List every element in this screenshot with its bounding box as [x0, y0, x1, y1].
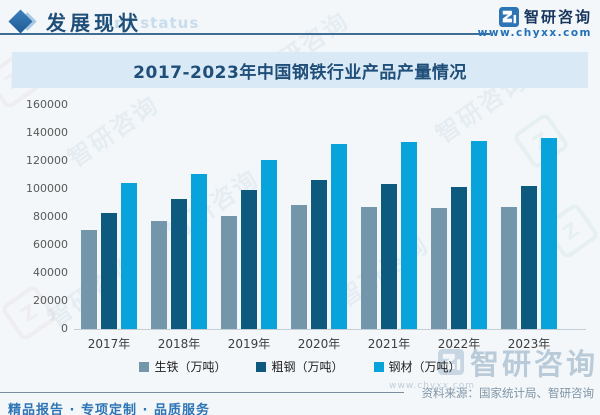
chart-legend: 生铁（万吨） 粗钢（万吨） 钢材（万吨） — [0, 358, 600, 375]
bar — [101, 212, 117, 329]
x-axis-tick-label: 2020年 — [297, 337, 341, 351]
bar — [291, 204, 307, 329]
y-axis-tick-label: 0 — [61, 322, 68, 335]
corner-watermark-text: 智研咨询 — [469, 347, 598, 381]
legend-marker-icon — [256, 361, 267, 372]
legend-item: 粗钢（万吨） — [256, 358, 344, 375]
bar — [541, 138, 557, 329]
bar-group — [81, 105, 137, 329]
bar — [261, 160, 277, 329]
bar-group — [431, 105, 487, 329]
chart-title-band: 2017-2023年中国钢铁行业产品产量情况 — [12, 52, 588, 88]
y-axis-tick-label: 80000 — [33, 210, 68, 223]
x-axis-tick-label: 2017年 — [87, 337, 131, 351]
bar — [361, 207, 377, 329]
header: 发展现状 — [8, 7, 142, 36]
bar — [331, 143, 347, 329]
legend-marker-icon — [139, 361, 150, 372]
y-axis-tick-label: 120000 — [26, 154, 68, 167]
bar-group — [361, 105, 417, 329]
bar — [121, 182, 137, 329]
legend-item: 生铁（万吨） — [139, 358, 226, 375]
brand-name: 智研咨询 — [523, 8, 592, 26]
bar — [81, 229, 97, 329]
bar — [501, 207, 517, 329]
legend-label: 粗钢（万吨） — [271, 360, 344, 374]
bar — [401, 141, 417, 329]
bar — [171, 199, 187, 329]
bar-group — [501, 105, 557, 329]
bar — [221, 215, 237, 329]
bar — [191, 174, 207, 329]
data-source-text: 资料来源：国家统计局、智研咨询 — [421, 386, 595, 400]
bar — [151, 221, 167, 329]
bar-series-container — [74, 105, 564, 329]
brand-logo-icon — [437, 349, 464, 375]
plot-area — [74, 105, 586, 330]
header-divider — [0, 33, 490, 35]
bar — [471, 141, 487, 329]
bar-group — [151, 105, 207, 329]
x-axis-tick-label: 2021年 — [367, 337, 411, 351]
legend-label: 生铁（万吨） — [154, 360, 227, 374]
y-axis-tick-label: 100000 — [26, 182, 68, 195]
x-axis-tick-label: 2019年 — [227, 337, 271, 351]
bar-group — [291, 105, 347, 329]
bar-group — [221, 105, 277, 329]
brand-logo: 智研咨询 — [498, 6, 592, 27]
chart-title: 2017-2023年中国钢铁行业产品产量情况 — [133, 62, 467, 83]
bar — [431, 208, 447, 329]
bar — [241, 189, 257, 329]
corner-watermark: 智研咨询 — [437, 341, 598, 383]
y-axis-tick-label: 160000 — [26, 98, 68, 111]
footer-tagline: 精品报告 · 专项定制 · 品质服务 — [8, 403, 210, 415]
x-axis: 2017年 2018年 2019年 2020年 2021年 2022年 2023年 — [74, 335, 564, 352]
bar — [381, 184, 397, 329]
bar — [451, 186, 467, 329]
bar — [521, 186, 537, 329]
corner-watermark-url: www.chyxx.com — [389, 381, 475, 391]
y-axis-tick-label: 40000 — [33, 266, 68, 279]
x-axis-tick-label: 2023年 — [507, 337, 551, 351]
bar — [311, 179, 327, 329]
legend-label: 钢材（万吨） — [388, 360, 461, 374]
brand-logo-icon — [498, 6, 519, 27]
x-axis-tick-label: 2022年 — [437, 337, 481, 351]
diamond-bullet-icon — [8, 8, 38, 34]
brand-url: www.chyxx.com — [477, 27, 592, 39]
section-title: 发展现状 — [46, 11, 142, 35]
legend-item: 钢材（万吨） — [373, 358, 461, 375]
y-axis: 0 20000 40000 60000 80000 100000 120000 140000 1… — [22, 99, 68, 335]
y-axis-tick-label: 20000 — [33, 294, 68, 307]
x-axis-tick-label: 2018年 — [157, 337, 201, 351]
y-axis-tick-label: 140000 — [26, 126, 68, 139]
y-axis-tick-label: 60000 — [33, 238, 68, 251]
legend-marker-icon — [373, 361, 384, 372]
ghost-watermark-text: ent status — [103, 14, 200, 32]
source-divider — [0, 392, 404, 393]
